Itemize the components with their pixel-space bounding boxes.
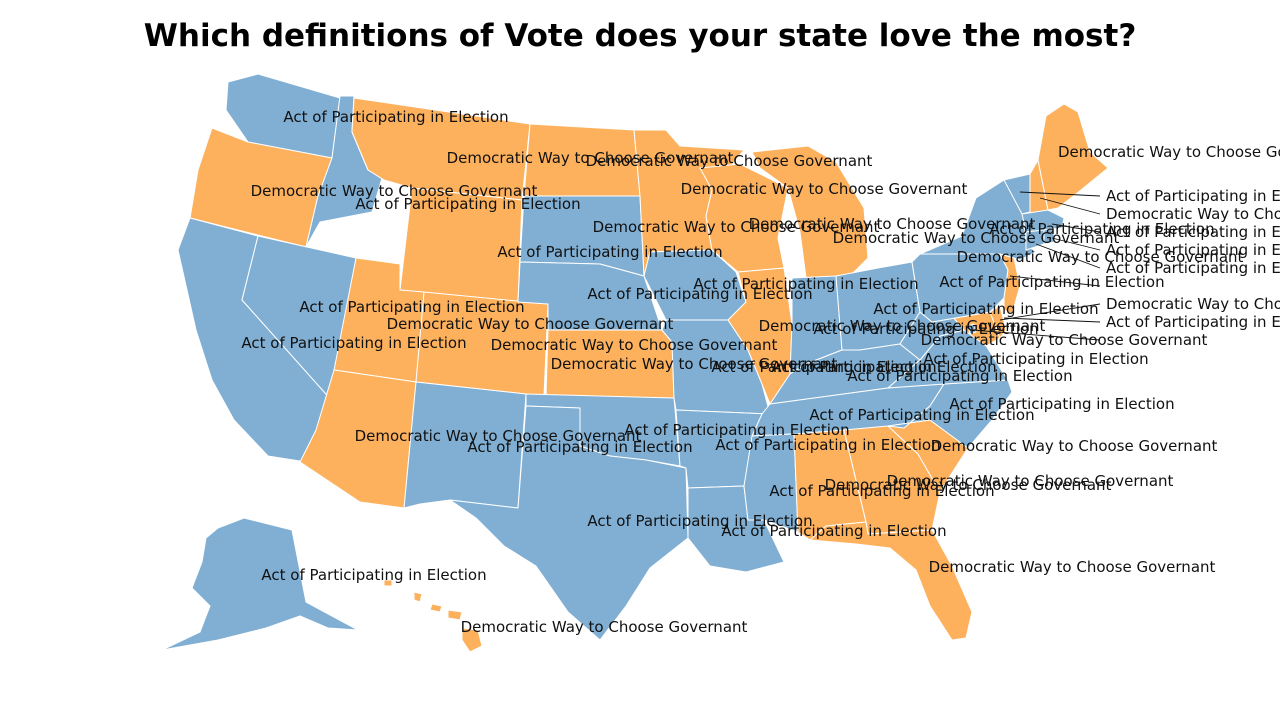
state-label-DC: Act of Participating in Election <box>1106 313 1280 331</box>
state-DE <box>989 305 1007 339</box>
state-label-RI: Act of Participating in Election <box>1106 241 1280 259</box>
state-label-CT: Act of Participating in Election <box>1106 259 1280 277</box>
state-label-AZ: Democratic Way to Choose Governant <box>355 427 642 445</box>
state-label-NY: Act of Participating in Election <box>989 220 1214 238</box>
state-label-SD: Act of Participating in Election <box>587 285 812 303</box>
map-title: Which definitions of Vote does your stat… <box>143 18 1137 54</box>
state-label-PA: Act of Participating in Election <box>939 273 1164 291</box>
state-label-NC: Act of Participating in Election <box>949 395 1174 413</box>
state-label-UT: Democratic Way to Choose Governant <box>387 315 674 333</box>
state-label-FL: Democratic Way to Choose Governant <box>929 558 1216 576</box>
state-label-TN: Act of Participating in Election <box>809 406 1034 424</box>
state-label-AK: Act of Participating in Election <box>261 566 486 584</box>
state-label-ID: Act of Participating in Election <box>355 195 580 213</box>
state-label-IL: Democratic Way to Choose Governant <box>759 317 1046 335</box>
state-label-MN: Democratic Way to Choose Governant <box>681 180 968 198</box>
state-label-CO: Democratic Way to Choose Governant <box>491 336 778 354</box>
state-label-VT: Act of Participating in Election <box>1106 187 1280 205</box>
leader-lines <box>971 191 1101 341</box>
state-label-DE: Democratic Way to Choose Governant <box>1106 295 1280 313</box>
state-label-AR: Act of Participating in Election <box>715 436 940 454</box>
state-label-OH: Act of Participating in Election <box>873 300 1098 318</box>
state-label-SC: Democratic Way to Choose Governant <box>931 437 1218 455</box>
state-HI <box>383 579 483 653</box>
state-AK <box>161 517 359 651</box>
state-label-HI: Democratic Way to Choose Governant <box>461 618 748 636</box>
state-DC <box>967 323 977 335</box>
state-label-ME: Democratic Way to Choose Governant <box>1058 143 1280 161</box>
state-label-MO: Act of Participating in Election <box>711 358 936 376</box>
state-RI <box>1043 227 1055 245</box>
state-label-MI: Democratic Way to Choose Governant <box>833 229 1120 247</box>
state-label-WV: Act of Participating in Election <box>771 358 996 376</box>
state-label-WA: Act of Participating in Election <box>283 108 508 126</box>
state-label-MD: Democratic Way to Choose Governant <box>921 331 1208 349</box>
state-NC <box>887 379 1013 449</box>
state-label-NH: Democratic Way to Choose Governant <box>1106 205 1280 223</box>
state-label-MT: Democratic Way to Choose Governant <box>447 149 734 167</box>
state-label-IN: Act of Participating in Election <box>813 320 1038 338</box>
state-label-AL: Democratic Way to Choose Governant <box>825 476 1112 494</box>
state-label-GA: Democratic Way to Choose Governant <box>887 472 1174 490</box>
state-label-MS: Act of Participating in Election <box>769 482 994 500</box>
state-ME <box>1037 103 1109 211</box>
state-label-TX: Act of Participating in Election <box>587 512 812 530</box>
state-label-KS: Democratic Way to Choose Governant <box>551 355 838 373</box>
state-label-IA: Act of Participating in Election <box>693 275 918 293</box>
state-IL <box>727 267 793 405</box>
state-label-LA: Act of Participating in Election <box>721 522 946 540</box>
state-label-OR: Democratic Way to Choose Governant <box>251 182 538 200</box>
state-label-NV: Act of Participating in Election <box>299 298 524 316</box>
state-label-NE: Act of Participating in Election <box>497 243 722 261</box>
state-label-WI: Democratic Way to Choose Governant <box>749 215 1036 233</box>
state-TX <box>449 405 689 641</box>
state-label-KY: Act of Participating in Election <box>847 367 1072 385</box>
state-label-OK: Act of Participating in Election <box>624 421 849 439</box>
state-label-MA: Act of Participating in Election <box>1106 223 1280 241</box>
state-label-NM: Act of Participating in Election <box>467 438 692 456</box>
state-label-WY: Democratic Way to Choose Governant <box>586 152 873 170</box>
state-NJ <box>999 253 1021 315</box>
state-label-ND: Democratic Way to Choose Governant <box>593 218 880 236</box>
state-label-CA: Act of Participating in Election <box>241 334 466 352</box>
state-label-NJ: Democratic Way to Choose Governant <box>957 248 1244 266</box>
state-label-VA: Act of Participating in Election <box>923 350 1148 368</box>
state-FL <box>809 521 973 641</box>
state-MA <box>1021 209 1065 233</box>
